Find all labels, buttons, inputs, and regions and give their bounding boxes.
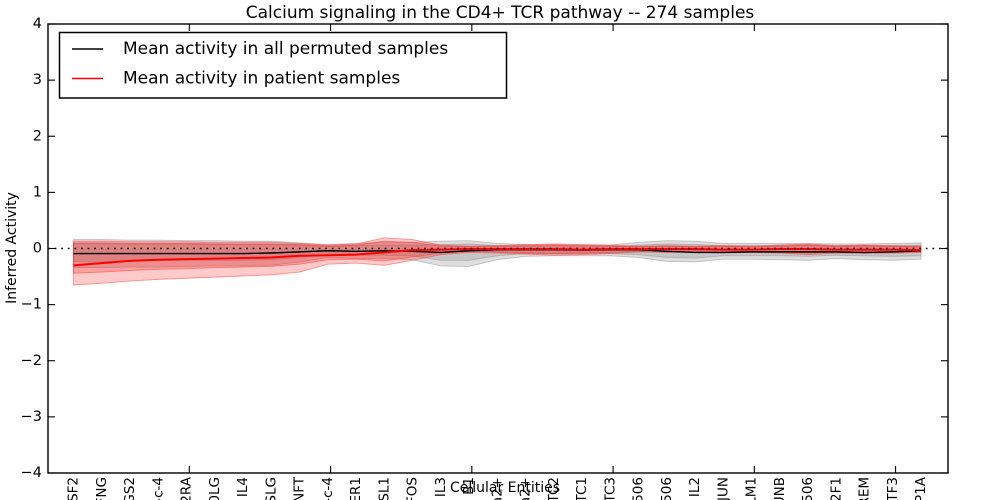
y-tick-label: 0: [33, 241, 42, 257]
x-tick-label: NFATC2: [546, 477, 562, 500]
y-tick-label: −1: [21, 297, 42, 313]
x-tick-label: IL4: [235, 477, 251, 497]
x-tick-label: FKBP12/FK506: [800, 477, 816, 500]
x-tick-label: PTGS2: [122, 477, 138, 500]
confidence-bands: [73, 237, 922, 286]
x-tick-label: NFAT1-c-4/ICER1: [348, 477, 364, 500]
x-tick-label: CREM: [857, 477, 873, 500]
x-tick-label: IFNG: [94, 477, 110, 500]
x-tick-label: NFATC3: [602, 477, 618, 500]
legend-label-patient: Mean activity in patient samples: [123, 69, 400, 89]
y-tick-label: −4: [21, 465, 42, 481]
chart-title: Calcium signaling in the CD4+ TCR pathwa…: [246, 3, 755, 23]
x-tick-label: Calcineurin A alpha-beta B1/FKBP12/FK506: [631, 477, 647, 500]
legend-box: [58, 31, 508, 99]
x-tick-label: CALM1: [744, 477, 760, 500]
y-tick-label: 1: [33, 184, 42, 200]
x-tick-label: mol:Ca2+: [518, 477, 534, 500]
x-tick-label: CD40LG: [207, 477, 223, 500]
x-tick-label: Jun/NFAT1-c-4/p21SNFT: [292, 476, 308, 500]
x-tick-labels: CSF2 IFNG PTGS2 AP-1/NFAT1-c-4 IL2RA CD40LG IL…: [66, 476, 930, 500]
x-tick-label: IL3: [433, 477, 449, 497]
y-axis-label: Inferred Activity: [4, 192, 20, 304]
y-tick-label: −3: [21, 409, 42, 425]
x-tick-label: FOSL1: [376, 477, 392, 500]
y-tick-label: 3: [33, 72, 42, 88]
x-tick-label: IL2: [687, 477, 703, 497]
x-tick-label: FASLG: [263, 477, 279, 500]
y-tick-label: −2: [21, 353, 42, 369]
x-tick-label: JUNB: [772, 477, 788, 500]
x-tick-label: JunB/Fra1/NFAT1-c-4: [320, 477, 336, 500]
x-tick-label: CaM/Ca2+: [489, 477, 505, 500]
plot-border: [47, 23, 949, 474]
x-tick-label: NFATC1: [574, 477, 590, 500]
x-tick-label: CSF2: [66, 477, 82, 500]
x-tick-label: BATF3: [885, 477, 901, 500]
x-tick-label: CaM/Ca2+/Calcineurin A alpha-beta B1: [461, 477, 477, 500]
y-tick-label: 4: [33, 16, 42, 32]
x-tick-label: POU2F1: [828, 477, 844, 500]
y-tick-label: 2: [33, 128, 42, 144]
x-tick-label: FOS: [405, 477, 421, 500]
x-axis-label: Cellular Entities: [450, 480, 560, 496]
x-tick-label: AP-1/NFAT1-c-4: [150, 477, 166, 500]
y-tick-labels: 4 3 2 1 0 −1 −2 −3 −4: [21, 16, 42, 481]
x-tick-label: FKBP1A: [913, 476, 929, 500]
permuted-outer-band: [73, 239, 922, 269]
x-tick-label: mol:FK506: [659, 477, 675, 500]
legend-label-permuted: Mean activity in all permuted samples: [123, 39, 448, 59]
legend: Mean activity in all permuted samples Me…: [58, 31, 508, 99]
x-tick-label: JUN: [715, 477, 731, 500]
x-tick-label: IL2RA: [179, 476, 195, 500]
